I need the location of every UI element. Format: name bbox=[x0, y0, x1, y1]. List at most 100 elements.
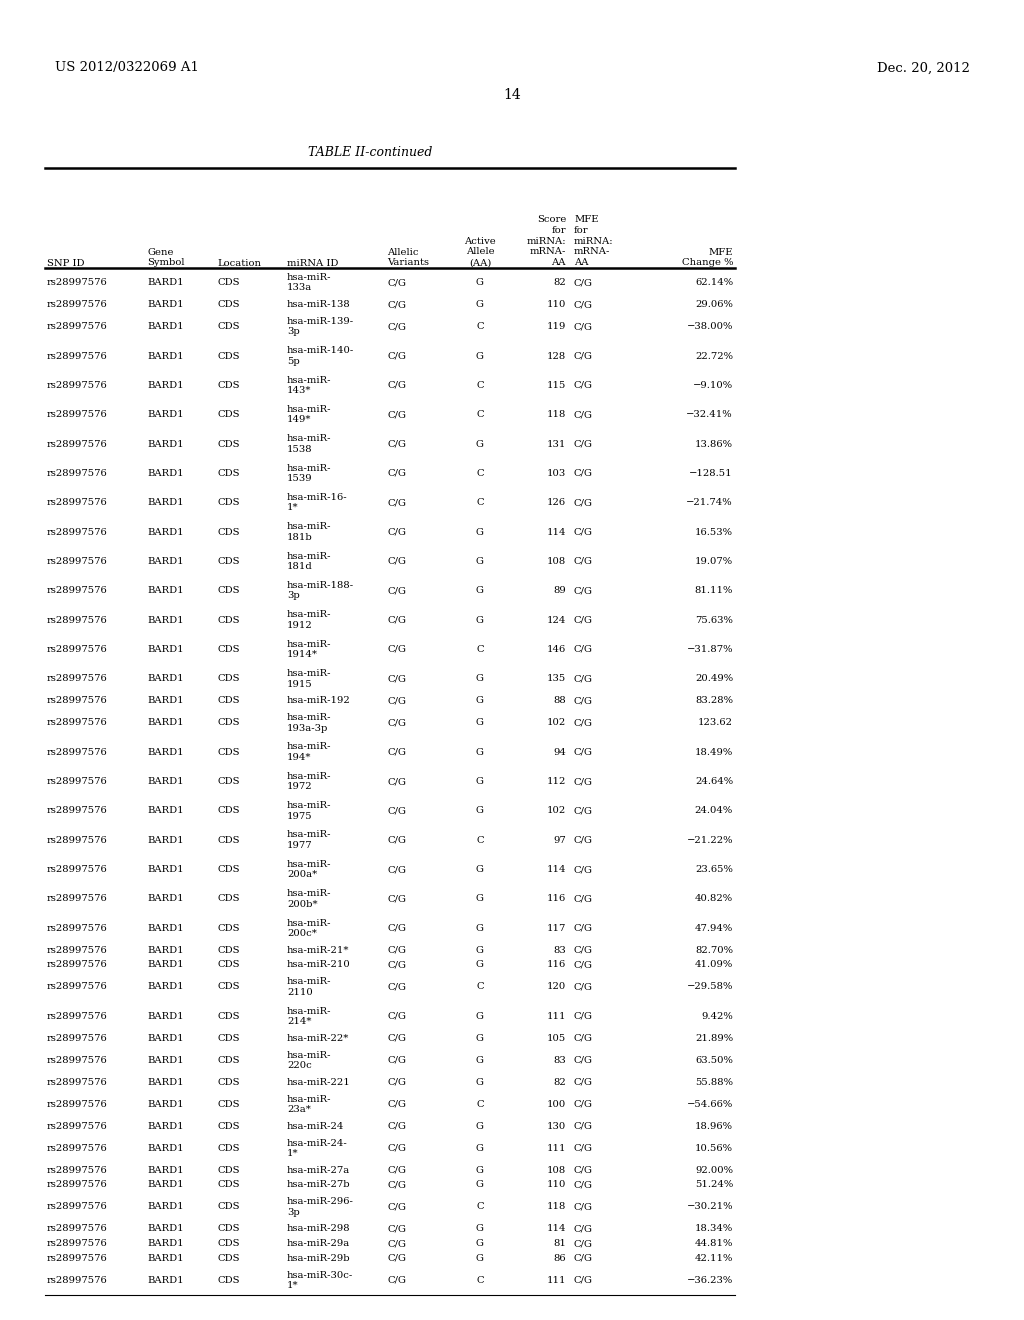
Text: CDS: CDS bbox=[217, 1166, 240, 1175]
Text: C/G: C/G bbox=[574, 557, 593, 566]
Text: −128.51: −128.51 bbox=[689, 469, 733, 478]
Text: 92.00%: 92.00% bbox=[695, 1166, 733, 1175]
Text: G: G bbox=[476, 697, 484, 705]
Text: −31.87%: −31.87% bbox=[686, 645, 733, 653]
Text: CDS: CDS bbox=[217, 807, 240, 816]
Text: rs28997576: rs28997576 bbox=[47, 1056, 108, 1065]
Text: C/G: C/G bbox=[574, 1225, 593, 1233]
Text: hsa-miR-138: hsa-miR-138 bbox=[287, 300, 351, 309]
Text: BARD1: BARD1 bbox=[147, 865, 183, 874]
Text: C/G: C/G bbox=[574, 1144, 593, 1152]
Text: rs28997576: rs28997576 bbox=[47, 807, 108, 816]
Text: C/G: C/G bbox=[574, 747, 593, 756]
Text: BARD1: BARD1 bbox=[147, 1034, 183, 1043]
Text: hsa-miR-139-
3p: hsa-miR-139- 3p bbox=[287, 317, 354, 337]
Text: C: C bbox=[476, 381, 483, 389]
Text: C/G: C/G bbox=[574, 1180, 593, 1189]
Text: 18.96%: 18.96% bbox=[695, 1122, 733, 1131]
Text: rs28997576: rs28997576 bbox=[47, 1166, 108, 1175]
Text: C: C bbox=[476, 982, 483, 991]
Text: BARD1: BARD1 bbox=[147, 469, 183, 478]
Text: G: G bbox=[476, 440, 484, 449]
Text: CDS: CDS bbox=[217, 982, 240, 991]
Text: 83: 83 bbox=[553, 945, 566, 954]
Text: hsa-miR-
143*: hsa-miR- 143* bbox=[287, 376, 332, 395]
Text: CDS: CDS bbox=[217, 961, 240, 969]
Text: C/G: C/G bbox=[574, 586, 593, 595]
Text: −54.66%: −54.66% bbox=[687, 1100, 733, 1109]
Text: C/G: C/G bbox=[387, 279, 406, 288]
Text: C/G: C/G bbox=[574, 411, 593, 420]
Text: C/G: C/G bbox=[387, 1239, 406, 1249]
Text: C/G: C/G bbox=[574, 498, 593, 507]
Text: rs28997576: rs28997576 bbox=[47, 1254, 108, 1263]
Text: C/G: C/G bbox=[387, 1166, 406, 1175]
Text: rs28997576: rs28997576 bbox=[47, 718, 108, 727]
Text: 81.11%: 81.11% bbox=[694, 586, 733, 595]
Text: C/G: C/G bbox=[574, 351, 593, 360]
Text: 23.65%: 23.65% bbox=[695, 865, 733, 874]
Text: hsa-miR-
1912: hsa-miR- 1912 bbox=[287, 610, 332, 630]
Text: BARD1: BARD1 bbox=[147, 945, 183, 954]
Text: C/G: C/G bbox=[387, 747, 406, 756]
Text: BARD1: BARD1 bbox=[147, 961, 183, 969]
Text: G: G bbox=[476, 945, 484, 954]
Text: 111: 111 bbox=[547, 1144, 566, 1152]
Text: 105: 105 bbox=[547, 1034, 566, 1043]
Text: hsa-miR-
181d: hsa-miR- 181d bbox=[287, 552, 332, 572]
Text: C/G: C/G bbox=[574, 528, 593, 537]
Text: CDS: CDS bbox=[217, 615, 240, 624]
Text: C/G: C/G bbox=[387, 1077, 406, 1086]
Text: BARD1: BARD1 bbox=[147, 1011, 183, 1020]
Text: 118: 118 bbox=[547, 411, 566, 420]
Text: C: C bbox=[476, 645, 483, 653]
Text: G: G bbox=[476, 675, 484, 684]
Text: 119: 119 bbox=[547, 322, 566, 331]
Text: hsa-miR-210: hsa-miR-210 bbox=[287, 961, 351, 969]
Text: G: G bbox=[476, 351, 484, 360]
Text: C/G: C/G bbox=[387, 807, 406, 816]
Text: 146: 146 bbox=[547, 645, 566, 653]
Text: C/G: C/G bbox=[387, 1056, 406, 1065]
Text: BARD1: BARD1 bbox=[147, 645, 183, 653]
Text: 112: 112 bbox=[547, 777, 566, 785]
Text: C/G: C/G bbox=[387, 1122, 406, 1131]
Text: 41.09%: 41.09% bbox=[694, 961, 733, 969]
Text: rs28997576: rs28997576 bbox=[47, 777, 108, 785]
Text: C/G: C/G bbox=[574, 924, 593, 933]
Text: hsa-miR-296-
3p: hsa-miR-296- 3p bbox=[287, 1197, 354, 1217]
Text: rs28997576: rs28997576 bbox=[47, 557, 108, 566]
Text: hsa-miR-27a: hsa-miR-27a bbox=[287, 1166, 350, 1175]
Text: BARD1: BARD1 bbox=[147, 586, 183, 595]
Text: CDS: CDS bbox=[217, 718, 240, 727]
Text: 124: 124 bbox=[547, 615, 566, 624]
Text: CDS: CDS bbox=[217, 1077, 240, 1086]
Text: −29.58%: −29.58% bbox=[687, 982, 733, 991]
Text: C: C bbox=[476, 1203, 483, 1212]
Text: C/G: C/G bbox=[387, 469, 406, 478]
Text: 82: 82 bbox=[553, 279, 566, 288]
Text: 116: 116 bbox=[547, 961, 566, 969]
Text: rs28997576: rs28997576 bbox=[47, 1180, 108, 1189]
Text: G: G bbox=[476, 807, 484, 816]
Text: BARD1: BARD1 bbox=[147, 300, 183, 309]
Text: 94: 94 bbox=[553, 747, 566, 756]
Text: rs28997576: rs28997576 bbox=[47, 300, 108, 309]
Text: 81: 81 bbox=[553, 1239, 566, 1249]
Text: G: G bbox=[476, 1034, 484, 1043]
Text: Active
Allele
(AA): Active Allele (AA) bbox=[464, 236, 496, 267]
Text: 75.63%: 75.63% bbox=[695, 615, 733, 624]
Text: CDS: CDS bbox=[217, 1144, 240, 1152]
Text: G: G bbox=[476, 1056, 484, 1065]
Text: hsa-miR-29a: hsa-miR-29a bbox=[287, 1239, 350, 1249]
Text: rs28997576: rs28997576 bbox=[47, 1239, 108, 1249]
Text: Gene
Symbol: Gene Symbol bbox=[147, 248, 184, 268]
Text: 29.06%: 29.06% bbox=[695, 300, 733, 309]
Text: CDS: CDS bbox=[217, 381, 240, 389]
Text: −9.10%: −9.10% bbox=[693, 381, 733, 389]
Text: CDS: CDS bbox=[217, 469, 240, 478]
Text: CDS: CDS bbox=[217, 1276, 240, 1284]
Text: Allelic
Variants: Allelic Variants bbox=[387, 248, 429, 268]
Text: C/G: C/G bbox=[387, 961, 406, 969]
Text: CDS: CDS bbox=[217, 322, 240, 331]
